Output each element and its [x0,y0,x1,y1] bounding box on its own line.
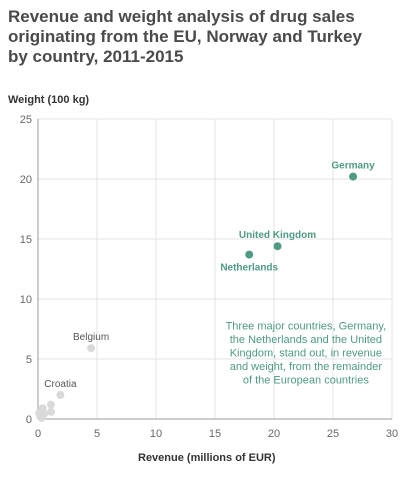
data-point [46,400,55,409]
point-label: Croatia [44,379,77,390]
point-label: Germany [331,161,375,172]
annotation-line: and weight, from the remainder [230,361,383,373]
x-tick-label: 15 [209,428,221,440]
y-tick-label: 25 [20,114,32,126]
axes [37,119,392,420]
data-point [349,172,358,181]
chart-title-line-2: originating from the EU, Norway and Turk… [8,27,362,46]
data-point [46,407,55,416]
x-tick-label: 30 [386,428,398,440]
point-label: Belgium [73,332,109,343]
chart-title-line-3: by country, 2011-2015 [8,47,183,66]
data-points [35,172,358,422]
chart-title-line-1: Revenue and weight analysis of drug sale… [8,7,355,26]
point-label: Netherlands [220,263,278,274]
y-tick-label: 15 [20,234,32,246]
data-point [56,391,65,399]
y-tick-label: 5 [26,354,32,366]
x-tick-label: 5 [94,428,100,440]
y-axis-title: Weight (100 kg) [8,94,89,106]
point-labels: Belgium Croatia Germany United Kingdom Nethe… [44,161,375,390]
y-tick-label: 10 [20,294,32,306]
chart-title: Revenue and weight analysis of drug sale… [8,7,362,66]
annotation-line: Kingdom, stand out, in revenue [230,348,382,360]
tick-labels: 0 5 10 15 20 25 30 0 5 10 15 20 25 [20,114,398,440]
data-point [273,242,282,251]
annotation-line: Three major countries, Germany, [226,321,387,333]
x-tick-label: 25 [327,428,339,440]
grid [38,118,393,419]
x-tick-label: 20 [268,428,280,440]
data-point [245,250,254,259]
data-point [87,344,96,353]
annotation-line: of the European countries [243,375,369,387]
annotation: Three major countries, Germany,the Nethe… [226,321,387,387]
x-tick-label: 0 [35,428,41,440]
x-axis-title: Revenue (millions of EUR) [138,452,276,464]
point-label: United Kingdom [239,230,316,241]
y-tick-label: 0 [26,414,32,426]
annotation-line: the Netherlands and the United [230,334,382,346]
y-tick-label: 20 [20,174,32,186]
x-tick-label: 10 [150,428,162,440]
data-point [37,413,46,422]
